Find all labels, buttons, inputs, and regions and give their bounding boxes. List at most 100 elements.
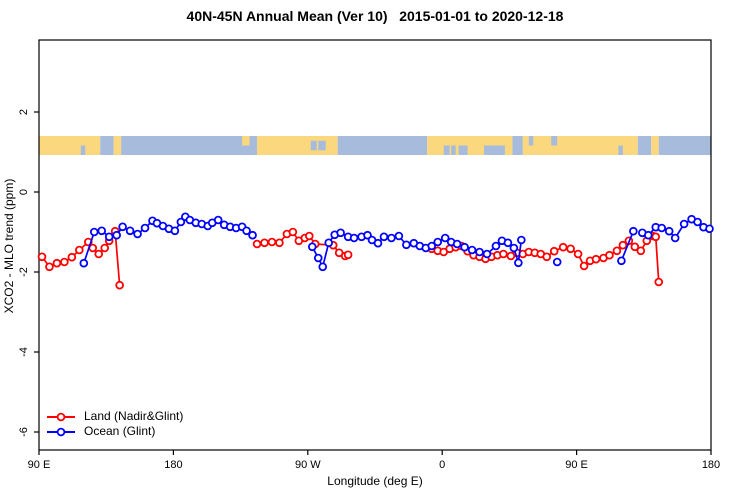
land-series-point	[75, 245, 84, 255]
land-series-point	[304, 231, 314, 241]
y-tick-label: -4	[18, 347, 30, 357]
surface-band-segment-ocean	[637, 136, 652, 155]
land-series-point	[37, 252, 47, 262]
x-tick-label: 180	[164, 459, 182, 471]
ocean-series-point	[324, 238, 334, 248]
legend-label-land: Land (Nadir&Glint)	[84, 409, 184, 423]
surface-band-patch-land	[242, 136, 250, 146]
land-series-point	[573, 249, 583, 259]
land-series-point	[288, 227, 298, 237]
ocean-series-point	[664, 226, 674, 236]
ocean-series-line	[311, 231, 523, 268]
ocean-series-point	[118, 222, 127, 232]
land-series-point	[67, 252, 77, 262]
ocean-series-point	[460, 242, 469, 252]
land-series-point	[542, 252, 552, 262]
land-series-point	[260, 238, 269, 248]
ocean-series-point	[705, 224, 714, 234]
x-tick-label: 90 E	[565, 459, 588, 471]
ocean-series-point	[433, 237, 443, 247]
ocean-series-point	[213, 215, 223, 225]
x-axis: 90 E 180 90 W 0 90 E 180	[28, 450, 720, 471]
y-tick-label: -6	[18, 427, 30, 437]
y-tick-label: 2	[18, 109, 30, 115]
ocean-series-swatch-icon	[47, 427, 75, 436]
surface-band-segment-land	[39, 136, 101, 155]
ocean-series-point	[452, 239, 462, 249]
land-series-swatch-icon	[47, 412, 75, 421]
land-series-point	[499, 249, 508, 259]
y-tick-label: -2	[18, 267, 30, 277]
ocean-series-point	[176, 217, 186, 227]
land-series-point	[636, 246, 646, 256]
ocean-series-point	[617, 256, 626, 266]
ocean-series-point	[336, 228, 345, 238]
ocean-series-point	[140, 223, 150, 233]
land-series-point	[579, 261, 589, 271]
ocean-series-point	[170, 226, 180, 236]
surface-band-segment-ocean	[337, 136, 428, 155]
legend-item-land: Land (Nadir&Glint)	[46, 409, 183, 424]
ocean-series	[79, 212, 714, 272]
land-series-point	[549, 246, 559, 256]
land-series-point	[52, 258, 62, 268]
land-series-point	[100, 243, 110, 253]
land-series-point	[343, 250, 353, 260]
plot-border	[38, 39, 712, 451]
surface-band-segment-land	[113, 136, 122, 155]
ocean-series-point	[670, 233, 680, 243]
ocean-series-point	[427, 241, 437, 251]
ocean-series-point	[394, 231, 404, 241]
land-series-point	[605, 250, 614, 260]
ocean-series-point	[242, 226, 251, 236]
surface-band-segment-ocean	[512, 136, 523, 155]
land-series-point	[275, 238, 284, 248]
surface-band-patch-ocean	[551, 136, 558, 146]
land-series-point	[612, 246, 622, 256]
surface-band-patch-ocean	[618, 145, 623, 155]
land-series-point	[252, 239, 262, 249]
ocean-series-point	[313, 253, 323, 263]
land-series-point	[115, 280, 124, 290]
ocean-series-point	[629, 226, 638, 236]
ocean-series-point	[104, 232, 114, 242]
land-series-point	[618, 240, 628, 250]
land-series-point	[558, 242, 568, 252]
land-series-point	[267, 237, 277, 247]
x-tick-label: 90 W	[295, 459, 321, 471]
ocean-series-point	[112, 230, 121, 240]
land-series-point	[45, 262, 54, 272]
x-tick-label: 180	[702, 459, 720, 471]
ocean-series-point	[552, 257, 562, 267]
ocean-series-point	[467, 245, 477, 255]
legend-item-ocean: Ocean (Glint)	[46, 424, 183, 439]
y-tick-label: 0	[18, 189, 30, 195]
surface-band-segment-ocean	[658, 136, 711, 155]
ocean-series-point	[349, 233, 359, 243]
ocean-series-point	[248, 230, 257, 240]
surface-band-segment-land	[651, 136, 659, 155]
land-series-point	[60, 257, 69, 267]
land-series-point	[591, 254, 601, 264]
surface-band-patch-ocean	[318, 140, 326, 151]
x-axis-label: Longitude (deg E)	[327, 474, 423, 488]
legend-label-ocean: Ocean (Glint)	[84, 424, 156, 438]
ocean-series-point	[89, 227, 99, 237]
land-series-point	[94, 249, 104, 259]
land-series-point	[651, 232, 661, 242]
legend: Land (Nadir&Glint) Ocean (Glint)	[46, 409, 183, 439]
ocean-series-point	[643, 230, 653, 240]
ocean-series-point	[440, 233, 450, 243]
surface-band-patch-ocean	[310, 140, 317, 151]
y-axis-label: XCO2 - MLO trend (ppm)	[2, 178, 16, 314]
ocean-series-point	[657, 223, 667, 233]
land-series	[37, 226, 664, 290]
surface-band-segment-land	[257, 136, 338, 155]
surface-band-patch-ocean	[451, 145, 456, 155]
ocean-series-point	[125, 226, 135, 236]
y-axis: 2 0 -2 -4 -6	[18, 109, 39, 437]
ocean-series-point	[79, 258, 89, 268]
x-tick-label: 90 E	[28, 459, 51, 471]
surface-band-patch-ocean	[443, 145, 450, 155]
